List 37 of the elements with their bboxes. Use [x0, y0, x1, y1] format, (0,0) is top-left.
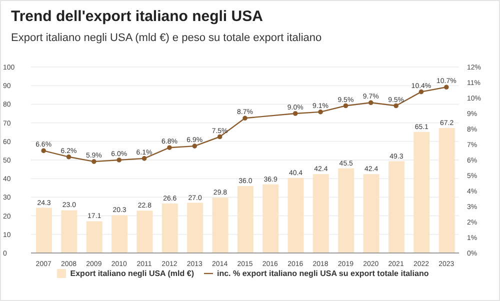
- point: [66, 154, 72, 160]
- bar: [86, 221, 102, 253]
- bar: [388, 161, 404, 253]
- point: [116, 158, 122, 162]
- legend-label: Export italiano negli USA (mld €): [70, 269, 194, 278]
- point: [418, 89, 424, 94]
- bar: [288, 178, 304, 253]
- point: [92, 159, 96, 164]
- point: [242, 116, 248, 121]
- point: [394, 103, 398, 108]
- bar: [36, 208, 52, 253]
- bar: [112, 215, 128, 253]
- point: [343, 103, 348, 108]
- point: [41, 148, 46, 154]
- bar: [338, 168, 354, 253]
- bar: [187, 202, 204, 253]
- point: [192, 144, 198, 148]
- point: [368, 100, 374, 106]
- bar: [363, 174, 380, 253]
- bar: [162, 204, 178, 253]
- bar: [61, 210, 78, 253]
- chart-subtitle: Export italiano negli USA (mld €) e peso su totale export italiano: [11, 32, 322, 44]
- point: [292, 111, 298, 116]
- point: [444, 84, 449, 90]
- point: [167, 145, 172, 150]
- chart-title: Trend dell'export italiano negli USA: [11, 8, 263, 25]
- bar: [312, 174, 329, 253]
- point: [217, 134, 222, 140]
- point: [318, 110, 323, 114]
- bar: [262, 184, 279, 253]
- bar: [438, 128, 455, 253]
- bar: [136, 210, 153, 253]
- legend-label: inc. % export italiano negli USA su export totale italiano: [216, 269, 429, 278]
- bar: [237, 186, 254, 253]
- point: [142, 156, 147, 161]
- bar: [414, 132, 430, 253]
- bar: [212, 198, 228, 253]
